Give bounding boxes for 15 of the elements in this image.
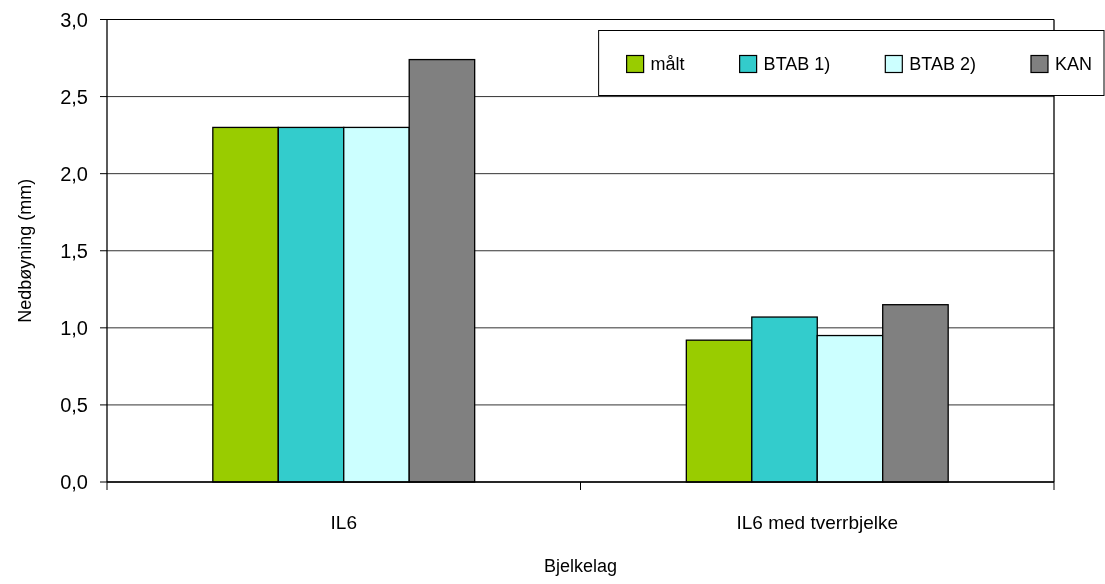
- y-tick-label: 2,5: [60, 85, 88, 108]
- legend-label: BTAB 2): [909, 54, 976, 75]
- x-axis-title: Bjelkelag: [543, 556, 618, 576]
- legend-label: BTAB 1): [763, 54, 831, 75]
- y-tick-label: 0,0: [60, 471, 88, 493]
- y-tick-label: 0,5: [60, 393, 88, 416]
- x-tick-label: IL6: [330, 512, 357, 533]
- y-tick-label: 1,5: [60, 239, 88, 262]
- x-tick-label: IL6 med tverrbjelke: [736, 512, 899, 533]
- y-tick-label: 2,0: [60, 162, 88, 185]
- legend-label: KAN: [1054, 54, 1092, 75]
- y-axis-title: Nedbøyning (mm): [15, 178, 35, 323]
- legend-label: målt: [650, 54, 685, 75]
- y-tick-label: 1,0: [60, 316, 88, 339]
- y-tick-label: 3,0: [60, 8, 88, 31]
